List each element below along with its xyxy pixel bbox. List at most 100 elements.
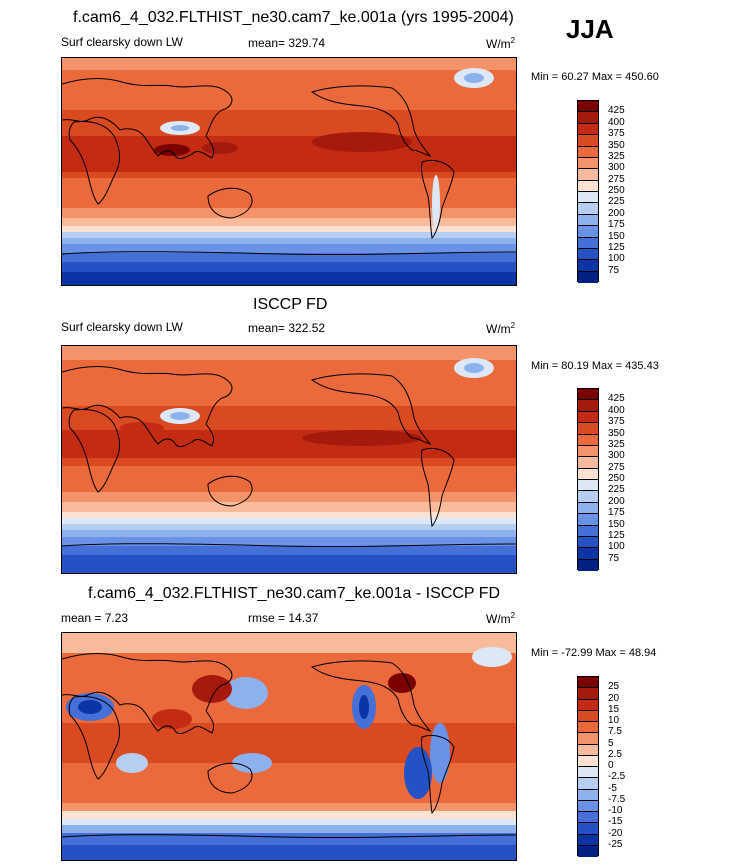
panel1-map-field (62, 58, 516, 285)
colorbar-tick-label: 20 (608, 692, 620, 704)
colorbar-tick-label: 100 (608, 253, 625, 265)
colorbar-tick-label: -10 (608, 805, 623, 816)
colorbar-swatch (578, 411, 598, 424)
colorbar-tick-label: 325 (608, 150, 625, 162)
colorbar-tick-label: 10 (608, 715, 620, 726)
colorbar-swatch (578, 699, 598, 711)
panel3-units: W/m2 (486, 611, 516, 626)
panel2-colorbar: 425 400 375 350 325 300 275 250 225 200 175 150 125 1… (577, 388, 625, 571)
panel1-map (61, 57, 517, 286)
panel2-units: W/m2 (486, 321, 516, 336)
colorbar-tick-label: 400 (608, 116, 625, 128)
colorbar-tick-label: 5 (608, 737, 614, 749)
colorbar-tick-label: 125 (608, 241, 625, 253)
season-label: JJA (566, 14, 614, 44)
colorbar-tick-label: 7.5 (608, 726, 622, 738)
colorbar-tick-label: 250 (608, 185, 625, 196)
colorbar-swatch (578, 400, 598, 412)
panel1-minmax: Min = 60.27 Max = 450.60 (531, 71, 659, 83)
colorbar-swatch (578, 733, 598, 745)
colorbar-tick-label: 350 (608, 139, 625, 151)
colorbar-tick-label: 150 (608, 230, 625, 242)
colorbar-swatch (578, 260, 598, 272)
colorbar-swatch (578, 755, 598, 767)
colorbar-tick-label: 75 (608, 552, 620, 564)
colorbar-tick-label: -20 (608, 827, 623, 839)
colorbar-swatch (578, 457, 598, 469)
colorbar-swatch (578, 135, 598, 147)
colorbar-swatch (578, 423, 598, 435)
colorbar-tick-label: 250 (608, 473, 625, 484)
panel1-units: W/m2 (486, 36, 516, 51)
colorbar-tick-label: 225 (608, 196, 625, 208)
colorbar-tick-label: 325 (608, 438, 625, 450)
panel2-map-field (62, 346, 516, 573)
colorbar-swatch (578, 800, 598, 812)
panel3-mean-label: mean = 7.23 (61, 611, 129, 625)
colorbar-swatch (578, 778, 598, 790)
colorbar-tick-label: -15 (608, 816, 623, 828)
colorbar-tick-label: 125 (608, 529, 625, 541)
colorbar-tick-label: 100 (608, 541, 625, 553)
colorbar-tick-label: 300 (608, 162, 625, 174)
panel3-colorbar-swatches (577, 676, 599, 857)
colorbar-swatch (578, 789, 598, 801)
colorbar-swatch (578, 237, 598, 249)
colorbar-swatch (578, 688, 598, 700)
colorbar-tick-label: 375 (608, 128, 625, 140)
colorbar-tick-label: 300 (608, 450, 625, 462)
colorbar-swatch (578, 491, 598, 503)
panel3-map (61, 632, 517, 861)
colorbar-tick-label: -7.5 (608, 793, 626, 805)
colorbar-tick-label: 275 (608, 461, 625, 473)
colorbar-swatch (578, 169, 598, 181)
colorbar-swatch (578, 677, 598, 689)
colorbar-tick-label: 175 (608, 507, 625, 519)
colorbar-tick-label: 400 (608, 404, 625, 416)
colorbar-swatch (578, 744, 598, 756)
colorbar-tick-label: 200 (608, 495, 625, 507)
panel1-variable-label: Surf clearsky down LW (61, 35, 183, 49)
colorbar-swatch (578, 559, 598, 571)
colorbar-swatch (578, 248, 598, 261)
panel2-map (61, 345, 517, 574)
colorbar-tick-label: 0 (608, 760, 614, 771)
panel2-colorbar-swatches (577, 388, 599, 571)
colorbar-swatch (578, 123, 598, 136)
panel3-map-field (62, 633, 516, 860)
colorbar-swatch (578, 226, 598, 238)
colorbar-swatch (578, 710, 598, 722)
colorbar-tick-label: 200 (608, 207, 625, 219)
colorbar-swatch (578, 722, 598, 734)
colorbar-swatch (578, 101, 598, 113)
panel2-mean-label: mean= 322.52 (248, 321, 326, 335)
colorbar-swatch (578, 767, 598, 779)
panel1-mean-label: mean= 329.74 (248, 36, 326, 50)
panel1-colorbar: 425 400 375 350 325 300 275 250 225 200 175 150 125 1… (577, 100, 625, 283)
colorbar-swatch (578, 434, 598, 446)
colorbar-tick-label: 375 (608, 416, 625, 428)
colorbar-swatch (578, 502, 598, 515)
colorbar-tick-label: 150 (608, 518, 625, 530)
colorbar-swatch (578, 514, 598, 526)
colorbar-tick-label: 75 (608, 264, 620, 276)
panel1-title: f.cam6_4_032.FLTHIST_ne30.cam7_ke.001a (… (73, 9, 514, 26)
colorbar-swatch (578, 812, 598, 824)
colorbar-tick-label: 2.5 (608, 748, 622, 760)
colorbar-tick-label: 425 (608, 105, 625, 117)
colorbar-swatch (578, 445, 598, 458)
colorbar-tick-label: 275 (608, 173, 625, 185)
colorbar-tick-label: 225 (608, 484, 625, 496)
colorbar-swatch (578, 203, 598, 215)
colorbar-swatch (578, 157, 598, 170)
colorbar-swatch (578, 536, 598, 549)
panel3-minmax: Min = -72.99 Max = 48.94 (531, 647, 657, 659)
panel3-rmse-label: rmse = 14.37 (248, 611, 319, 625)
colorbar-swatch (578, 468, 598, 480)
colorbar-swatch (578, 548, 598, 560)
colorbar-tick-label: -25 (608, 838, 623, 850)
panel3-colorbar: 25 20 15 10 7.5 5 2.5 0 -2.5 -5 -7.5 -10 -15 -20 -25 (577, 676, 625, 857)
colorbar-tick-label: -5 (608, 782, 617, 794)
panel2-title: ISCCP FD (253, 296, 328, 313)
colorbar-swatch (578, 389, 598, 401)
